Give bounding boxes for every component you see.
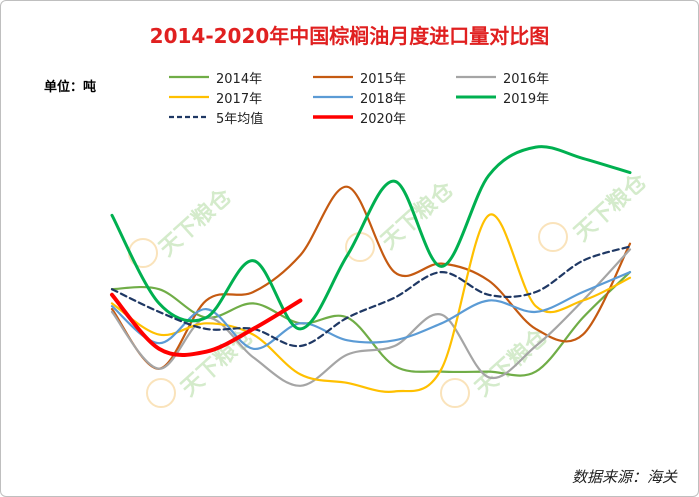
legend-label: 2020年 <box>360 111 407 127</box>
legend-item: 2015年 <box>312 68 407 87</box>
legend-item: 2020年 <box>312 108 407 127</box>
series-line-6 <box>110 245 632 348</box>
legend-swatch <box>313 75 353 79</box>
watermark-badge-icon <box>146 378 176 408</box>
legend-swatch <box>169 75 209 79</box>
legend-item: 2014年 <box>168 68 263 87</box>
series-line-4 <box>110 271 632 350</box>
watermark-badge-icon <box>538 222 568 252</box>
source-label: 数据来源：海关 <box>571 468 677 486</box>
legend-label: 2017年 <box>216 91 263 107</box>
legend-swatch <box>456 75 496 79</box>
legend-swatch <box>169 115 209 119</box>
legend-item: 2018年 <box>312 88 407 107</box>
legend-label: 5年均值 <box>216 111 264 127</box>
legend-label: 2016年 <box>503 71 550 87</box>
watermark-badge-icon <box>440 378 470 408</box>
series-line-5 <box>110 145 632 331</box>
legend-item: 2019年 <box>455 88 550 107</box>
legend-label: 2018年 <box>360 91 407 107</box>
legend-item: 2016年 <box>455 68 550 87</box>
legend-item: 5年均值 <box>168 108 264 127</box>
chart-title: 2014-2020年中国棕榈油月度进口量对比图 <box>149 24 550 48</box>
legend-swatch <box>456 95 496 99</box>
series-line-2 <box>110 248 632 387</box>
series-line-7 <box>110 292 303 358</box>
legend-swatch <box>169 95 209 99</box>
legend-item: 2017年 <box>168 88 263 107</box>
legend-label: 2019年 <box>503 91 550 107</box>
legend-swatch <box>313 95 353 99</box>
unit-label: 单位：吨 <box>44 80 97 95</box>
legend-label: 2014年 <box>216 71 263 87</box>
series-line-3 <box>110 213 632 394</box>
legend-label: 2015年 <box>360 71 407 87</box>
legend-swatch <box>313 115 353 119</box>
